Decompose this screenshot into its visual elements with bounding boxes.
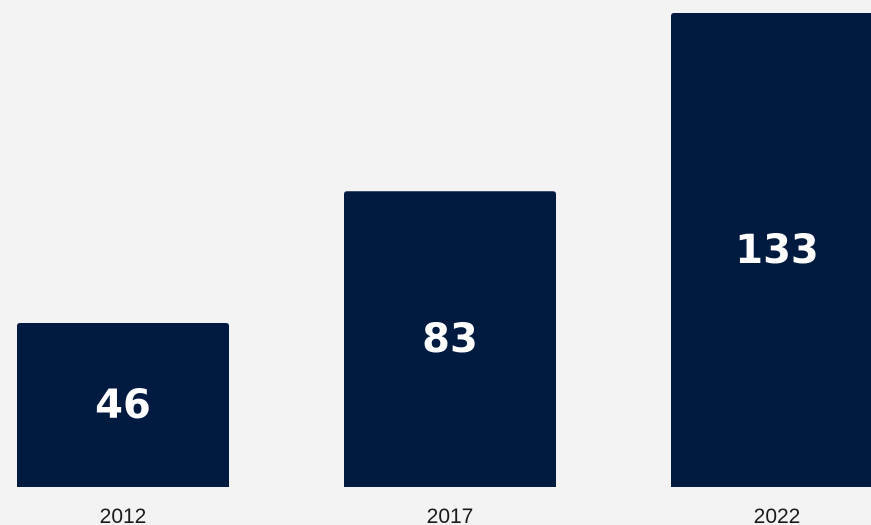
bar-2017 xyxy=(344,191,556,487)
x-tick-label-2012: 2012 xyxy=(100,505,147,525)
bars-group xyxy=(17,13,871,487)
bar-value-label-2022: 133 xyxy=(735,227,819,273)
x-tick-label-2022: 2022 xyxy=(754,505,801,525)
x-tick-label-2017: 2017 xyxy=(427,505,474,525)
bar-2022 xyxy=(671,13,871,487)
bar-value-label-2017: 83 xyxy=(422,316,478,362)
bar-2012 xyxy=(17,323,229,487)
x-tick-labels-group: 2012 2017 2022 xyxy=(100,505,801,525)
value-labels-group: 46 83 133 xyxy=(95,227,819,428)
bar-value-label-2012: 46 xyxy=(95,382,151,428)
